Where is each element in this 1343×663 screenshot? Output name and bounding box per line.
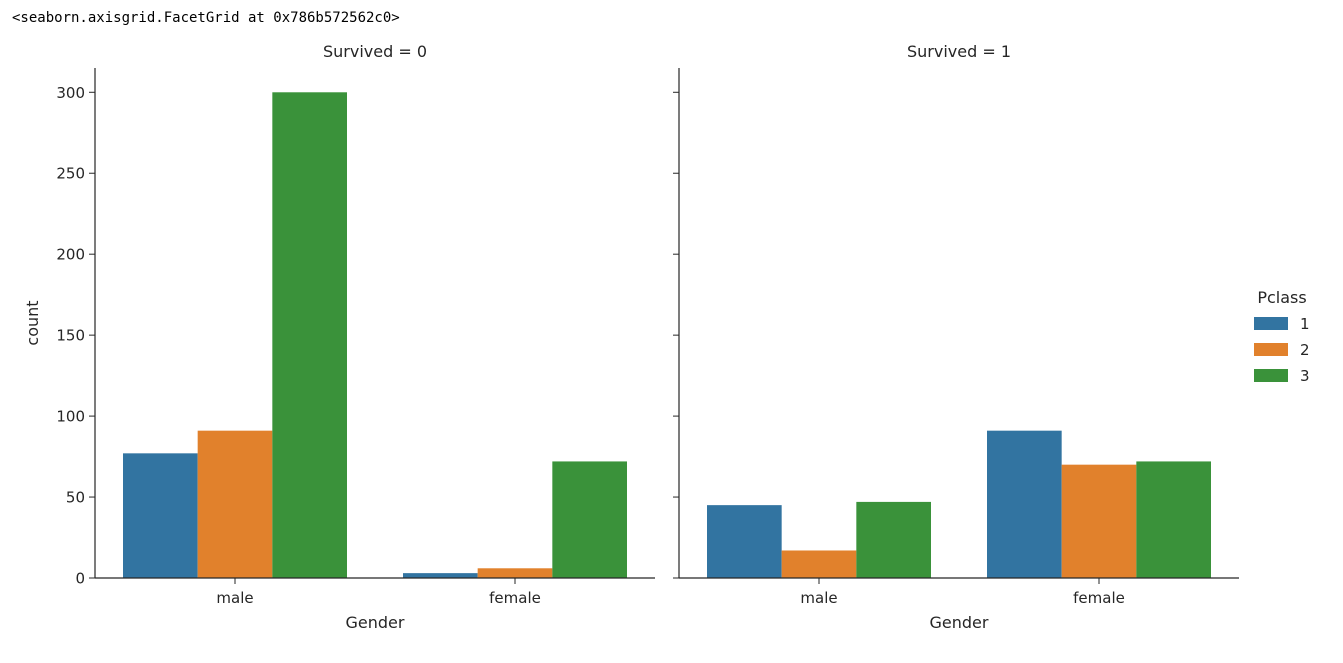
facet-title: Survived = 0 [323, 42, 427, 61]
bar-female-pclass-3 [1136, 461, 1211, 578]
bar-male-pclass-2 [197, 430, 273, 578]
x-tick-label-male: male [800, 589, 837, 607]
y-tick-label: 300 [56, 84, 85, 102]
legend-swatch-1 [1254, 317, 1288, 330]
y-tick-label: 150 [56, 327, 85, 345]
x-axis-label: Gender [930, 613, 989, 632]
output-repr-text: <seaborn.axisgrid.FacetGrid at 0x786b572… [12, 10, 400, 26]
x-tick-label-female: female [1073, 589, 1125, 607]
legend-label-1: 1 [1300, 315, 1310, 333]
bar-female-pclass-2 [1061, 464, 1137, 578]
x-tick-label-female: female [489, 589, 541, 607]
legend-label-3: 3 [1300, 367, 1310, 385]
y-tick-label: 250 [56, 165, 85, 183]
y-tick-label: 100 [56, 408, 85, 426]
bar-male-pclass-1 [123, 453, 198, 578]
legend: Pclass 1 2 3 [1254, 288, 1310, 385]
y-tick-label: 200 [56, 246, 85, 264]
bar-female-pclass-2 [477, 568, 553, 578]
facet-panel-0: 0 50 100 150 200 250 300 male female Gender Surviv… [56, 42, 655, 632]
bar-male-pclass-2 [781, 550, 857, 578]
legend-label-2: 2 [1300, 341, 1310, 359]
legend-swatch-3 [1254, 369, 1288, 382]
y-tick-label: 0 [75, 570, 85, 588]
legend-title: Pclass [1257, 288, 1306, 307]
facet-title: Survived = 1 [907, 42, 1011, 61]
bar-male-pclass-3 [272, 92, 347, 578]
bar-female-pclass-3 [552, 461, 627, 578]
facet-panel-1: male female Gender Survived = 1 [673, 42, 1239, 632]
y-tick-label: 50 [66, 489, 85, 507]
bar-male-pclass-1 [707, 505, 782, 578]
x-tick-label-male: male [216, 589, 253, 607]
bar-male-pclass-3 [856, 501, 931, 578]
bar-female-pclass-1 [987, 430, 1062, 578]
bar-female-pclass-1 [403, 573, 478, 578]
facets-group: 0 50 100 150 200 250 300 male female Gender Surviv… [23, 42, 1239, 632]
y-axis-label: count [23, 300, 42, 345]
x-axis-label: Gender [346, 613, 405, 632]
legend-swatch-2 [1254, 343, 1288, 356]
